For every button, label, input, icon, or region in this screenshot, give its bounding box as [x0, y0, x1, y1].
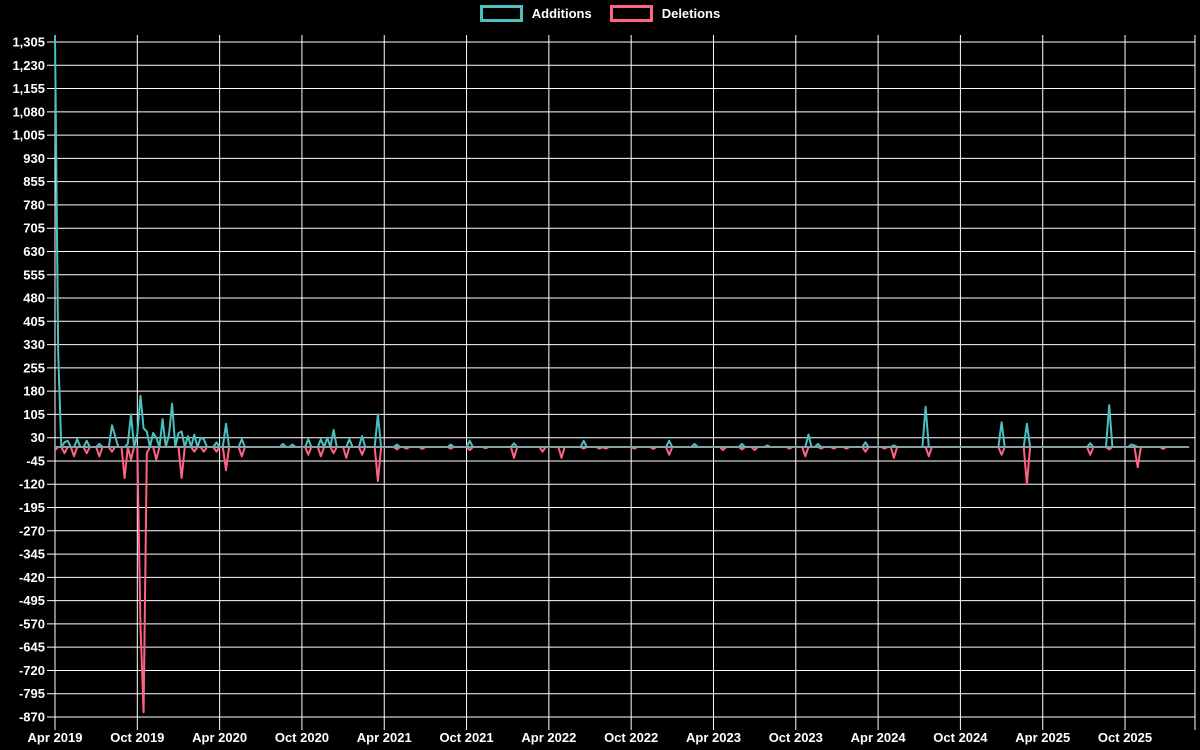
y-tick-label: 780 — [23, 197, 45, 212]
additions-swatch-icon — [479, 5, 523, 22]
legend-label-deletions: Deletions — [661, 6, 721, 21]
legend-item-deletions[interactable]: Deletions — [609, 5, 721, 22]
y-tick-label: -195 — [19, 500, 45, 515]
x-tick-label: Oct 2020 — [275, 730, 329, 745]
y-tick-label: 1,230 — [12, 58, 45, 73]
y-tick-label: 480 — [23, 291, 45, 306]
y-tick-label: -870 — [19, 710, 45, 725]
y-tick-label: -420 — [19, 570, 45, 585]
y-tick-label: -120 — [19, 477, 45, 492]
y-tick-label: 555 — [23, 267, 45, 282]
y-tick-label: 1,080 — [12, 104, 45, 119]
y-tick-label: 330 — [23, 337, 45, 352]
y-tick-label: -645 — [19, 640, 45, 655]
y-tick-label: 705 — [23, 221, 45, 236]
legend-label-additions: Additions — [531, 6, 592, 21]
y-tick-label: -495 — [19, 593, 45, 608]
y-tick-label: 105 — [23, 407, 45, 422]
y-tick-label: -345 — [19, 547, 45, 562]
x-tick-label: Oct 2025 — [1098, 730, 1152, 745]
y-tick-label: 930 — [23, 151, 45, 166]
y-tick-label: -720 — [19, 663, 45, 678]
x-tick-label: Apr 2021 — [357, 730, 412, 745]
series-line-additions[interactable] — [54, 34, 1190, 448]
deletions-swatch-icon — [609, 5, 653, 22]
y-tick-label: 630 — [23, 244, 45, 259]
y-tick-label: 1,005 — [12, 128, 45, 143]
x-tick-label: Apr 2024 — [851, 730, 907, 745]
y-tick-label: -795 — [19, 686, 45, 701]
series-line-deletions[interactable] — [54, 446, 1190, 714]
y-tick-label: 180 — [23, 384, 45, 399]
x-tick-label: Apr 2022 — [521, 730, 576, 745]
y-tick-label: 405 — [23, 314, 45, 329]
x-tick-label: Oct 2022 — [604, 730, 658, 745]
y-tick-label: 255 — [23, 360, 45, 375]
y-tick-label: 1,155 — [12, 81, 45, 96]
x-tick-label: Oct 2023 — [769, 730, 823, 745]
y-tick-label: -270 — [19, 523, 45, 538]
x-tick-label: Oct 2019 — [110, 730, 164, 745]
y-tick-label: 855 — [23, 174, 45, 189]
x-tick-label: Oct 2021 — [439, 730, 493, 745]
x-tick-label: Oct 2024 — [933, 730, 988, 745]
x-tick-label: Apr 2025 — [1015, 730, 1070, 745]
y-tick-label: -570 — [19, 616, 45, 631]
x-tick-label: Apr 2020 — [192, 730, 247, 745]
y-tick-label: -45 — [26, 453, 45, 468]
y-tick-label: 30 — [31, 430, 45, 445]
x-tick-label: Apr 2023 — [686, 730, 741, 745]
chart-legend: Additions Deletions — [0, 5, 1200, 22]
legend-item-additions[interactable]: Additions — [479, 5, 592, 22]
x-tick-label: Apr 2019 — [28, 730, 83, 745]
y-tick-label: 1,305 — [12, 35, 45, 50]
